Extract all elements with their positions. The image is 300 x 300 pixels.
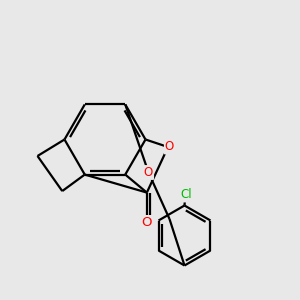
- Text: O: O: [165, 140, 174, 154]
- Text: O: O: [142, 216, 152, 229]
- Text: Cl: Cl: [180, 188, 192, 202]
- Text: O: O: [144, 166, 153, 179]
